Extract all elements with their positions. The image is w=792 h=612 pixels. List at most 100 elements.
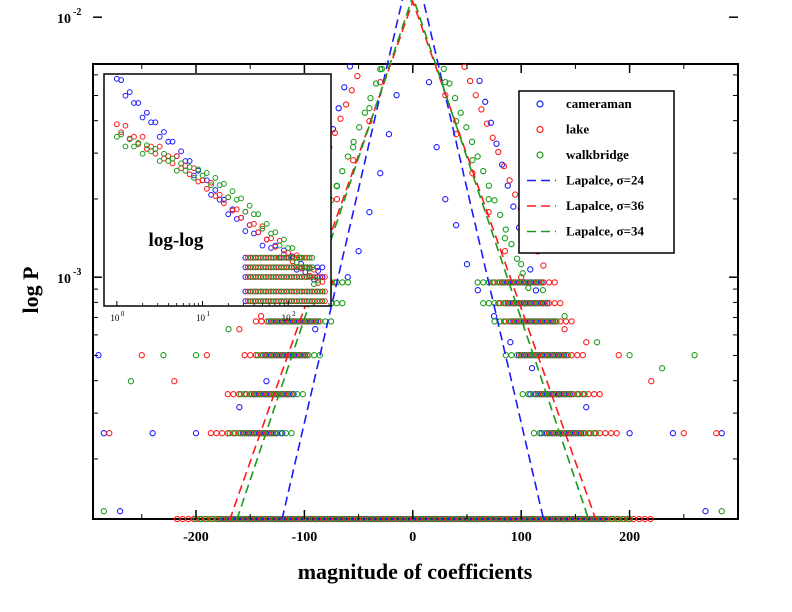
inset-data-point [165, 138, 172, 145]
inset-x-tick-label: 10 [282, 313, 292, 323]
inset-data-point [169, 155, 176, 162]
inset-data-point [191, 175, 197, 181]
inset-data-point [208, 179, 214, 186]
inset-data-point [203, 177, 210, 184]
data-point [356, 124, 363, 131]
x-tick-label: -200 [183, 530, 209, 545]
data-point [508, 352, 515, 359]
inset-data-point [135, 100, 142, 106]
inset-data-point [195, 166, 202, 173]
data-point [495, 148, 502, 156]
inset-data-point [280, 236, 287, 243]
data-point [553, 318, 560, 325]
data-point [557, 300, 564, 307]
data-point [350, 138, 357, 146]
legend-box [518, 90, 675, 254]
data-point [344, 279, 352, 286]
data-point [472, 92, 479, 99]
inset-data-point [199, 172, 206, 179]
data-point [299, 391, 307, 398]
inset-data-point [178, 160, 184, 167]
inset-data-point [148, 119, 155, 126]
data-point [561, 313, 568, 320]
inset-data-point [131, 100, 137, 106]
inset-data-point [156, 158, 163, 164]
data-point [333, 182, 340, 189]
data-point [192, 352, 200, 359]
data-point [487, 119, 494, 126]
data-point [463, 261, 471, 268]
data-point [498, 161, 506, 168]
x-axis-title: magnitude of coefficients [298, 559, 533, 584]
data-point [310, 352, 318, 359]
data-point [350, 144, 357, 151]
inset-data-point [208, 182, 214, 189]
inset-x-tick-exponent: 0 [121, 310, 125, 318]
data-point [680, 430, 687, 437]
inset-data-point [113, 121, 120, 128]
inset-data-point [135, 139, 142, 146]
data-point [224, 391, 231, 398]
data-point [626, 430, 633, 437]
data-point [539, 287, 547, 294]
data-point [366, 209, 373, 216]
data-point [530, 430, 538, 437]
data-point [138, 352, 145, 359]
inset-data-point [309, 274, 316, 280]
data-point [702, 508, 709, 515]
data-point [263, 378, 270, 385]
data-point [468, 138, 476, 146]
data-point [367, 94, 374, 102]
data-point [314, 318, 322, 325]
inset-data-point [173, 167, 180, 174]
inset-data-point [126, 89, 133, 96]
inset-plot: 10 0 10 1 10 2 log-log [103, 73, 332, 323]
data-point [510, 203, 517, 210]
data-point [718, 508, 725, 515]
data-point [583, 339, 590, 346]
data-point [504, 182, 511, 189]
inset-data-point [186, 158, 193, 164]
data-point [192, 430, 200, 437]
data-point [344, 274, 351, 281]
inset-data-point [152, 146, 159, 152]
fit-line-Lapalce, σ=24 [280, 0, 545, 520]
y-tick-label: 10 [57, 12, 71, 27]
inset-data-point [225, 211, 232, 218]
inset-data-point [322, 298, 328, 305]
inset-x-tick-label: 10 [110, 313, 120, 323]
inset-data-point [143, 109, 150, 116]
data-point [718, 430, 725, 437]
inset-data-point [221, 200, 227, 207]
data-point [500, 163, 508, 170]
data-point [252, 318, 260, 325]
legend-label: Lapalce, σ=34 [566, 224, 645, 239]
data-point [508, 240, 515, 248]
legend-label: lake [566, 122, 589, 137]
inset-frame [103, 73, 332, 307]
inset-data-point [156, 143, 163, 150]
inset-data-point [131, 143, 137, 150]
inset-data-point [255, 229, 262, 236]
inset-data-point [242, 228, 249, 234]
x-tick-label: 0 [409, 530, 416, 545]
inset-data-point [229, 207, 236, 214]
inset-data-point [255, 211, 262, 218]
data-point [451, 94, 459, 102]
data-point [613, 430, 620, 437]
data-point [532, 287, 540, 294]
data-point [527, 266, 534, 273]
inset-title: log-log [149, 230, 204, 251]
inset-x-tick-exponent: 1 [207, 310, 211, 318]
data-point [247, 352, 254, 359]
inset-data-point [246, 222, 253, 228]
x-tick-label: 200 [619, 530, 640, 545]
data-point [290, 391, 297, 398]
data-point [350, 157, 357, 164]
data-point [354, 72, 361, 80]
data-point [316, 352, 323, 359]
data-point [647, 515, 654, 523]
inset-data-point [310, 281, 317, 288]
data-point [279, 430, 286, 437]
data-point [489, 134, 496, 141]
